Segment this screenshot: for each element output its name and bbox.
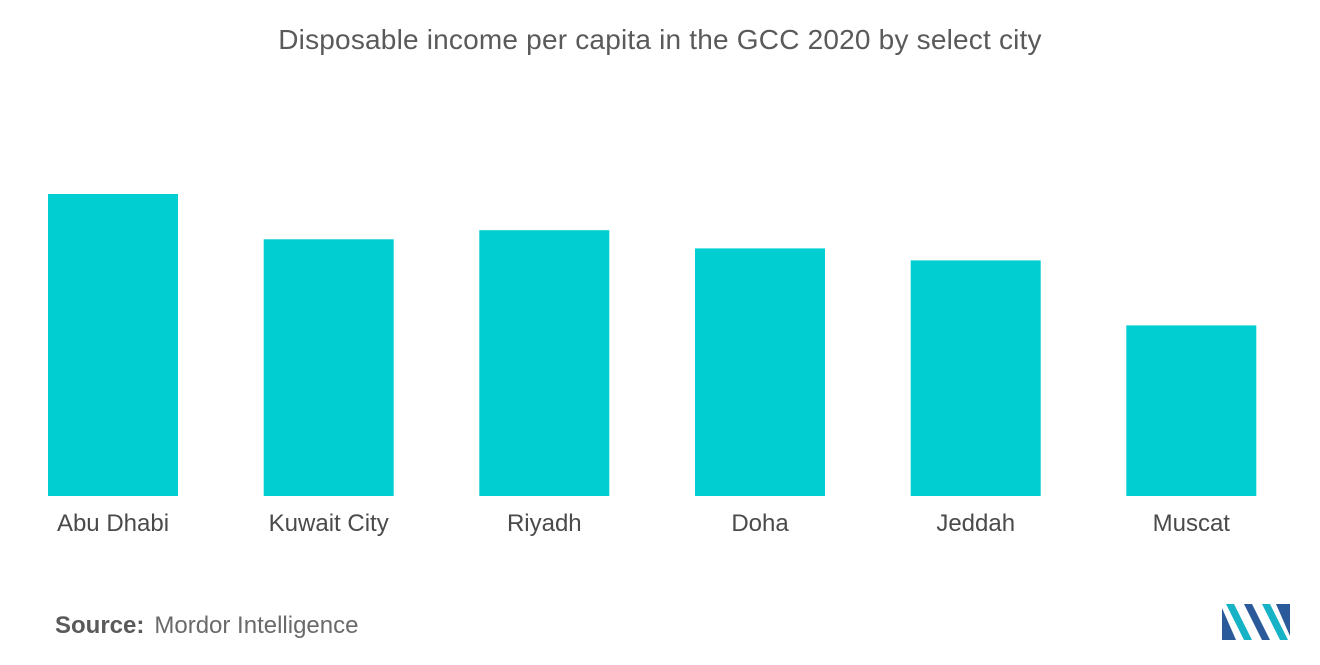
tick-label-group: Abu Dhabi Kuwait City Riyadh Doha Jeddah Musc… [57,510,1230,537]
bar-riyadh [479,230,610,496]
bar-group [48,194,1257,497]
x-tick-label: Kuwait City [269,510,389,537]
x-tick-label: Muscat [1153,510,1231,537]
x-tick-label: Abu Dhabi [57,510,169,537]
x-tick-label: Riyadh [507,510,582,537]
bar-jeddah [910,260,1041,496]
bar-doha [695,248,825,496]
x-tick-label: Jeddah [936,510,1015,537]
bar-abu-dhabi [48,194,178,496]
source-text: Mordor Intelligence [154,612,359,639]
source-label: Source: [55,612,145,639]
bar-muscat [1126,325,1257,496]
source-note: Source: Mordor Intelligence [55,612,358,640]
chart-title: Disposable income per capita in the GCC … [278,24,1042,55]
x-tick-label: Doha [731,510,789,537]
mordor-intelligence-logo-icon [1222,604,1290,640]
bar-kuwait-city [263,239,394,497]
